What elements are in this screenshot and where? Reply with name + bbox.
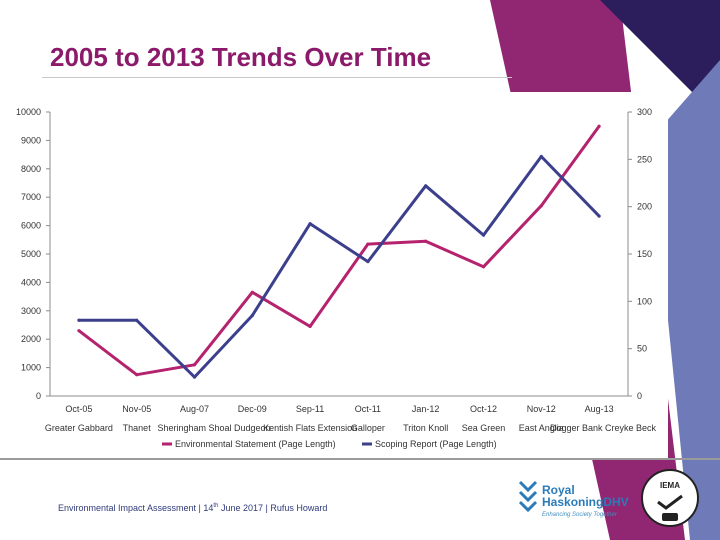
data-point	[366, 242, 370, 246]
data-point	[597, 124, 601, 128]
right-axis-tick-label: 100	[637, 296, 652, 306]
series-line-scoping-report	[78, 155, 601, 379]
rhdhv-name-line2: HaskoningDHV	[542, 495, 629, 509]
left-axis-tick-label: 3000	[21, 306, 41, 316]
x-axis-category-label: Dogger Bank Creyke Beck	[550, 423, 657, 433]
data-point	[135, 373, 139, 377]
x-axis-category-label: Galloper	[351, 423, 385, 433]
legend-label: Scoping Report (Page Length)	[375, 439, 497, 449]
data-point	[77, 318, 81, 322]
x-axis-category-label: Dudgeon	[234, 423, 271, 433]
x-axis-category-label: Greater Gabbard	[45, 423, 113, 433]
legend-label: Environmental Statement (Page Length)	[175, 439, 336, 449]
iema-label: IEMA	[660, 481, 680, 490]
chart-background-panel	[0, 92, 668, 458]
data-point	[424, 184, 428, 188]
corner-shape-navy	[600, 0, 720, 120]
x-axis-date-label: Oct-12	[470, 404, 497, 414]
title-divider	[42, 77, 512, 78]
trend-chart: 0100020003000400050006000700080009000100…	[16, 107, 657, 449]
royal-haskoningdhv-logo: Royal HaskoningDHV Enhancing Society Tog…	[512, 474, 629, 530]
right-axis-tick-label: 300	[637, 107, 652, 117]
x-axis-date-label: Nov-05	[122, 404, 151, 414]
series-line-environmental-statement	[77, 125, 601, 377]
rhdhv-name: Royal HaskoningDHV	[542, 484, 629, 508]
data-point	[192, 363, 197, 367]
data-point	[135, 318, 139, 322]
data-point	[250, 313, 254, 318]
x-axis-category-label: Triton Knoll	[403, 423, 448, 433]
x-axis-date-label: Aug-13	[585, 404, 614, 414]
data-point	[77, 329, 81, 333]
data-point	[250, 290, 254, 294]
footer-divider	[0, 458, 720, 460]
right-axis-tick-label: 50	[637, 344, 647, 354]
footer-text-tail: June 2017 | Rufus Howard	[218, 503, 328, 513]
left-axis-tick-label: 2000	[21, 334, 41, 344]
left-axis-tick-label: 4000	[21, 277, 41, 287]
rhdhv-tagline: Enhancing Society Together	[542, 512, 617, 518]
right-axis-tick-label: 150	[637, 249, 652, 259]
data-point	[424, 239, 428, 243]
data-point	[308, 324, 312, 329]
left-axis-tick-label: 7000	[21, 192, 41, 202]
left-axis-tick-label: 10000	[16, 107, 41, 117]
x-axis-date-label: Sep-11	[296, 404, 324, 414]
x-axis-date-label: Oct-11	[355, 404, 381, 414]
slide-title: 2005 to 2013 Trends Over Time	[50, 42, 432, 72]
x-axis-date-label: Nov-12	[527, 404, 556, 414]
x-axis-date-label: Jan-12	[412, 404, 440, 414]
left-axis-tick-label: 9000	[21, 135, 41, 145]
left-axis-tick-label: 8000	[21, 164, 41, 174]
data-point	[539, 204, 543, 208]
data-point	[481, 233, 486, 237]
data-point	[192, 375, 197, 379]
iema-badge-logo: IEMA	[641, 469, 699, 527]
x-axis-date-label: Oct-05	[65, 404, 92, 414]
data-point	[366, 259, 370, 264]
data-point	[481, 265, 486, 269]
iema-seal-icon	[662, 513, 678, 521]
right-axis-tick-label: 0	[637, 391, 642, 401]
data-point	[597, 214, 601, 218]
right-axis-tick-label: 200	[637, 202, 652, 212]
footer-text-main: Environmental Impact Assessment | 14	[58, 503, 214, 513]
data-point	[308, 222, 312, 226]
rhdhv-name-line1: Royal	[542, 483, 575, 497]
left-axis-tick-label: 0	[36, 391, 41, 401]
left-axis-tick-label: 1000	[21, 363, 41, 373]
footer-text: Environmental Impact Assessment | 14th J…	[58, 503, 327, 513]
x-axis-category-label: Thanet	[123, 423, 152, 433]
royal-haskoningdhv-mark-icon	[518, 480, 538, 513]
right-axis-tick-label: 250	[637, 154, 652, 164]
footer-date-suffix: th	[213, 503, 219, 509]
left-axis-tick-label: 5000	[21, 249, 41, 259]
x-axis-date-label: Dec-09	[238, 404, 267, 414]
x-axis-category-label: Sheringham Shoal	[157, 423, 231, 433]
left-axis-tick-label: 6000	[21, 221, 41, 231]
data-point	[539, 154, 543, 159]
x-axis-category-label: East Anglia	[519, 423, 564, 433]
x-axis-date-label: Aug-07	[180, 404, 209, 414]
x-axis-category-label: Sea Green	[462, 423, 506, 433]
x-axis-category-label: Kentish Flats Extension	[263, 423, 357, 433]
iema-check-icon	[657, 494, 683, 510]
